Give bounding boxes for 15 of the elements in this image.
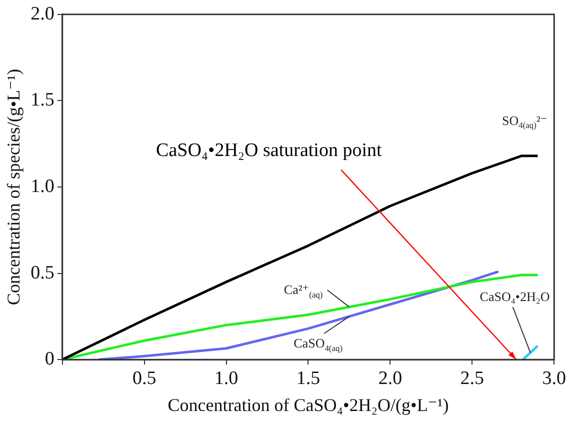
x-tick-label: 2.0 <box>378 368 402 389</box>
x-tick-label: 3.0 <box>542 368 566 389</box>
y-tick-label: 2.0 <box>30 3 54 24</box>
x-tick-label: 2.5 <box>460 368 484 389</box>
y-tick-label: 1.0 <box>30 176 54 197</box>
x-tick-label: 1.5 <box>296 368 320 389</box>
y-tick-label: 1.5 <box>30 90 54 111</box>
annotation: CaSO₄•2H₂O saturation point <box>156 140 382 161</box>
y-axis-title: Concentration of species/(g•L⁻¹) <box>4 68 24 306</box>
y-tick-label: 0.5 <box>30 262 54 284</box>
x-tick-label: 0.5 <box>132 368 156 389</box>
x-axis-title: Concentration of CaSO₄•2H₂O/(g•L⁻¹) <box>168 394 449 415</box>
x-tick-label: 1.0 <box>214 368 238 389</box>
text: CaSO₄•2H₂O <box>480 288 550 304</box>
y-tick-label: 0 <box>44 348 54 370</box>
